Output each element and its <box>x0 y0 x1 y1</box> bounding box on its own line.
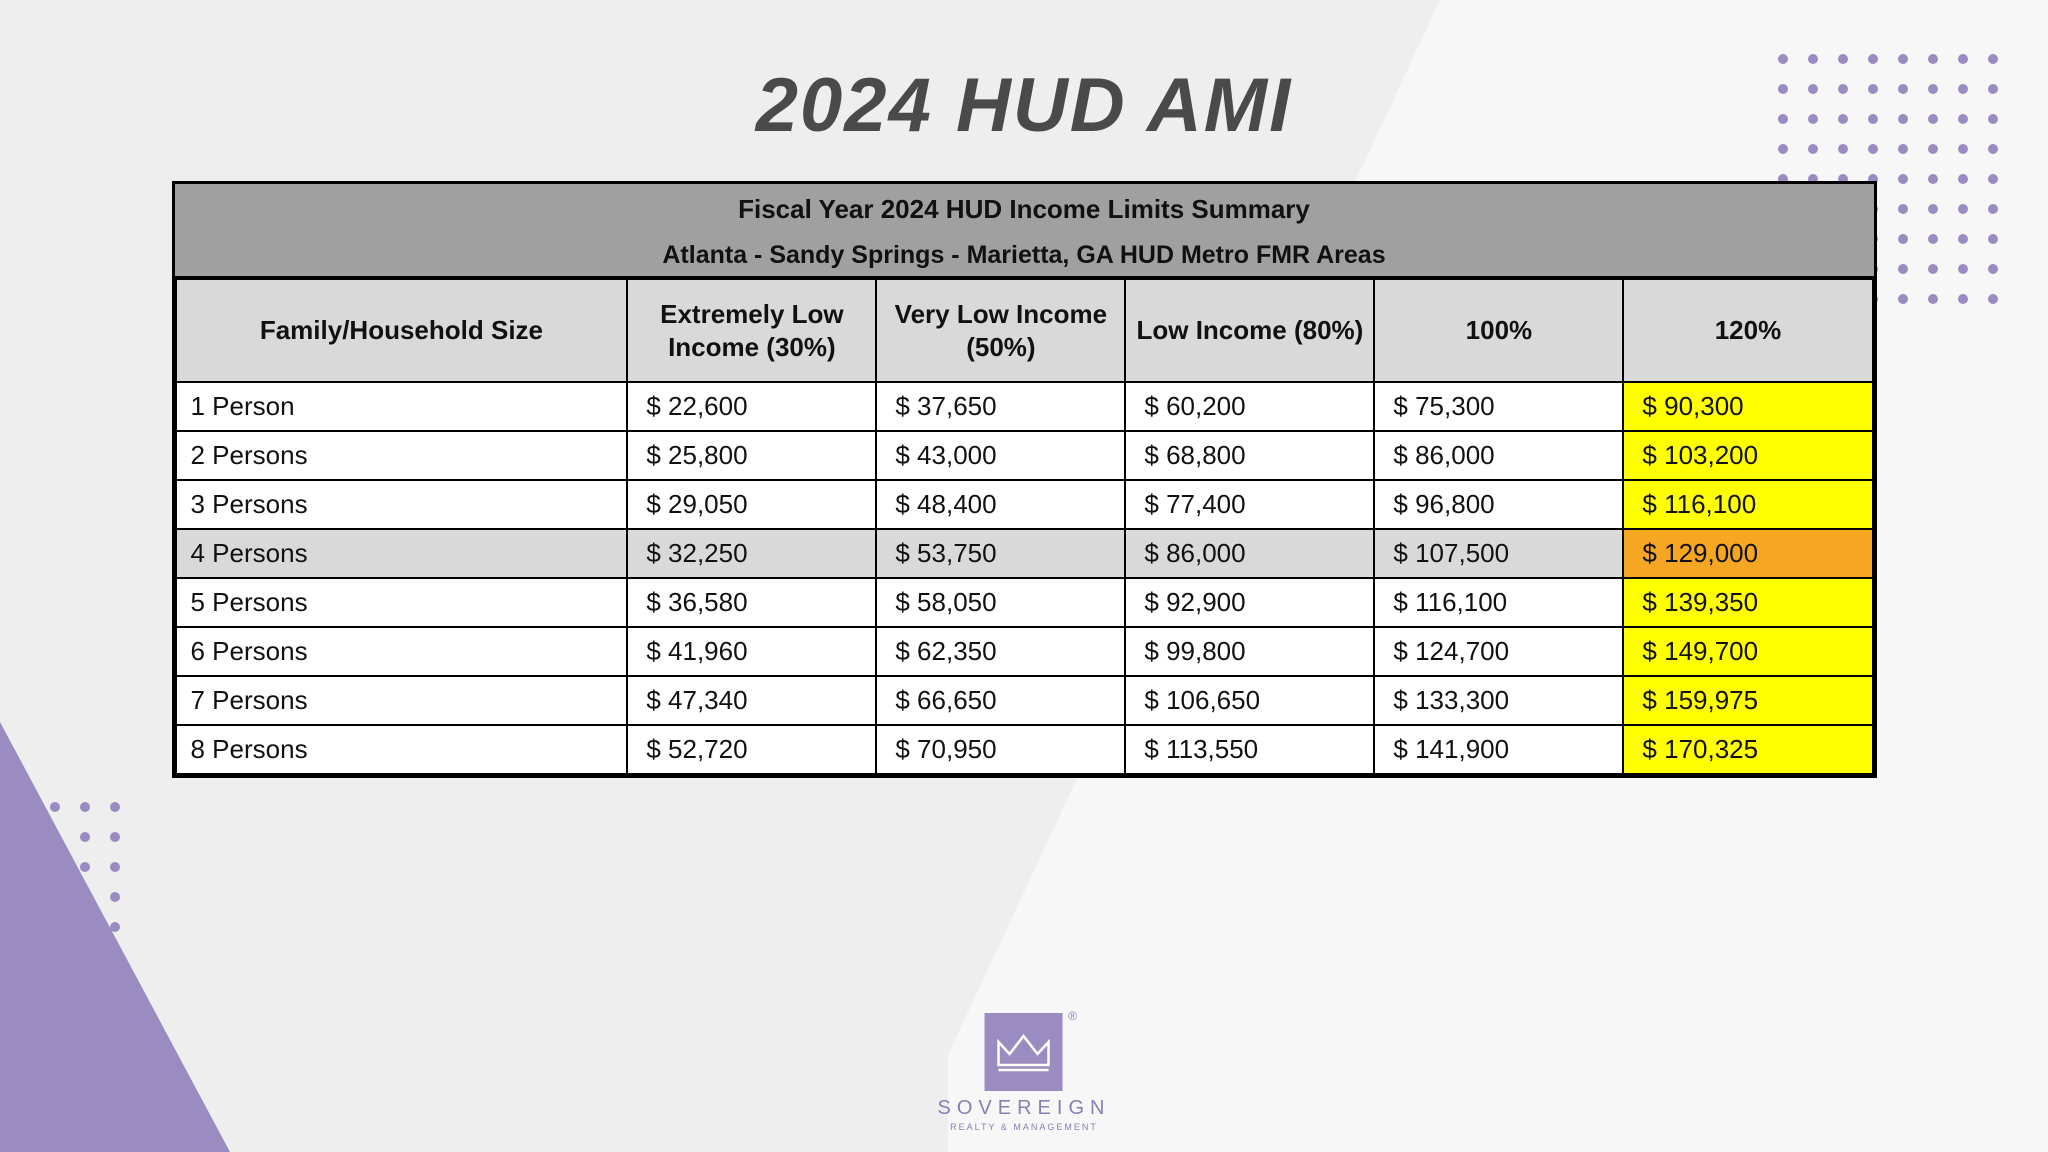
row-label: 1 Person <box>176 382 628 431</box>
table-super-header: Fiscal Year 2024 HUD Income Limits Summa… <box>175 184 1874 278</box>
col-100pct: 100% <box>1374 279 1623 382</box>
cell-value: $ 86,000 <box>1125 529 1374 578</box>
table-row: 4 Persons$ 32,250$ 53,750$ 86,000$ 107,5… <box>176 529 1873 578</box>
registered-mark: ® <box>1068 1009 1077 1023</box>
cell-value: $ 90,300 <box>1623 382 1872 431</box>
income-limits-table-container: Fiscal Year 2024 HUD Income Limits Summa… <box>172 181 1877 778</box>
cell-value: $ 116,100 <box>1374 578 1623 627</box>
cell-value: $ 25,800 <box>627 431 876 480</box>
cell-value: $ 113,550 <box>1125 725 1374 774</box>
cell-value: $ 133,300 <box>1374 676 1623 725</box>
col-80pct: Low Income (80%) <box>1125 279 1374 382</box>
table-row: 8 Persons$ 52,720$ 70,950$ 113,550$ 141,… <box>176 725 1873 774</box>
cell-value: $ 60,200 <box>1125 382 1374 431</box>
cell-value: $ 52,720 <box>627 725 876 774</box>
col-30pct: Extremely Low Income (30%) <box>627 279 876 382</box>
cell-value: $ 77,400 <box>1125 480 1374 529</box>
cell-value: $ 116,100 <box>1623 480 1872 529</box>
table-row: 1 Person$ 22,600$ 37,650$ 60,200$ 75,300… <box>176 382 1873 431</box>
cell-value: $ 129,000 <box>1623 529 1872 578</box>
cell-value: $ 159,975 <box>1623 676 1872 725</box>
cell-value: $ 62,350 <box>876 627 1125 676</box>
cell-value: $ 43,000 <box>876 431 1125 480</box>
column-header-row: Family/Household Size Extremely Low Inco… <box>176 279 1873 382</box>
crown-icon: ® <box>985 1013 1063 1091</box>
cell-value: $ 36,580 <box>627 578 876 627</box>
table-row: 7 Persons$ 47,340$ 66,650$ 106,650$ 133,… <box>176 676 1873 725</box>
cell-value: $ 106,650 <box>1125 676 1374 725</box>
cell-value: $ 107,500 <box>1374 529 1623 578</box>
cell-value: $ 29,050 <box>627 480 876 529</box>
table-row: 2 Persons$ 25,800$ 43,000$ 68,800$ 86,00… <box>176 431 1873 480</box>
col-50pct: Very Low Income (50%) <box>876 279 1125 382</box>
cell-value: $ 96,800 <box>1374 480 1623 529</box>
brand-tagline: REALTY & MANAGEMENT <box>938 1122 1111 1132</box>
row-label: 7 Persons <box>176 676 628 725</box>
table-row: 5 Persons$ 36,580$ 58,050$ 92,900$ 116,1… <box>176 578 1873 627</box>
row-label: 5 Persons <box>176 578 628 627</box>
col-household-size: Family/Household Size <box>176 279 628 382</box>
cell-value: $ 141,900 <box>1374 725 1623 774</box>
cell-value: $ 47,340 <box>627 676 876 725</box>
row-label: 4 Persons <box>176 529 628 578</box>
cell-value: $ 92,900 <box>1125 578 1374 627</box>
brand-name: SOVEREIGN <box>938 1097 1111 1120</box>
cell-value: $ 68,800 <box>1125 431 1374 480</box>
cell-value: $ 32,250 <box>627 529 876 578</box>
income-limits-table: Family/Household Size Extremely Low Inco… <box>175 278 1874 775</box>
brand-logo: ® SOVEREIGN REALTY & MANAGEMENT <box>938 1013 1111 1132</box>
cell-value: $ 75,300 <box>1374 382 1623 431</box>
table-title-line1: Fiscal Year 2024 HUD Income Limits Summa… <box>175 194 1874 225</box>
row-label: 2 Persons <box>176 431 628 480</box>
cell-value: $ 86,000 <box>1374 431 1623 480</box>
dot-grid-bottom-left <box>20 802 120 1052</box>
cell-value: $ 170,325 <box>1623 725 1872 774</box>
cell-value: $ 41,960 <box>627 627 876 676</box>
cell-value: $ 37,650 <box>876 382 1125 431</box>
row-label: 3 Persons <box>176 480 628 529</box>
cell-value: $ 99,800 <box>1125 627 1374 676</box>
cell-value: $ 149,700 <box>1623 627 1872 676</box>
cell-value: $ 139,350 <box>1623 578 1872 627</box>
cell-value: $ 124,700 <box>1374 627 1623 676</box>
cell-value: $ 58,050 <box>876 578 1125 627</box>
table-title-line2: Atlanta - Sandy Springs - Marietta, GA H… <box>175 241 1874 270</box>
row-label: 8 Persons <box>176 725 628 774</box>
table-body: 1 Person$ 22,600$ 37,650$ 60,200$ 75,300… <box>176 382 1873 774</box>
page-title: 2024 HUD AMI <box>0 0 2048 149</box>
cell-value: $ 22,600 <box>627 382 876 431</box>
col-120pct: 120% <box>1623 279 1872 382</box>
cell-value: $ 66,650 <box>876 676 1125 725</box>
cell-value: $ 70,950 <box>876 725 1125 774</box>
table-row: 3 Persons$ 29,050$ 48,400$ 77,400$ 96,80… <box>176 480 1873 529</box>
cell-value: $ 48,400 <box>876 480 1125 529</box>
cell-value: $ 103,200 <box>1623 431 1872 480</box>
table-row: 6 Persons$ 41,960$ 62,350$ 99,800$ 124,7… <box>176 627 1873 676</box>
cell-value: $ 53,750 <box>876 529 1125 578</box>
row-label: 6 Persons <box>176 627 628 676</box>
